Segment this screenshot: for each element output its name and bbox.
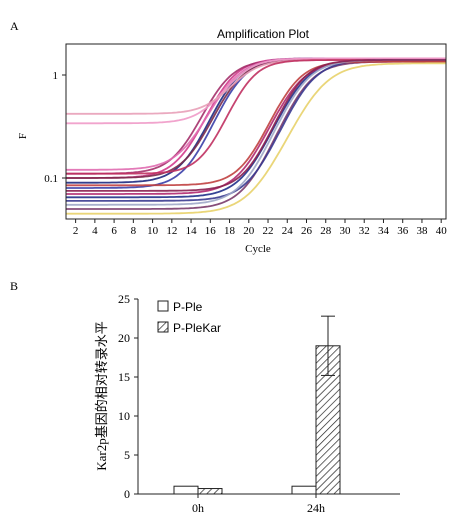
y-tick-label: 5 <box>124 448 130 462</box>
x-axis-ticks-b: 0h 24h <box>192 494 325 515</box>
chart-title: Amplification Plot <box>217 27 310 41</box>
y-tick-label: 15 <box>118 370 130 384</box>
y-axis-ticks-b: 0 5 10 15 20 25 <box>118 292 138 501</box>
legend-swatch <box>157 300 169 312</box>
x-tick-label: 24h <box>307 501 325 515</box>
x-tick-label: 4 <box>92 225 98 237</box>
x-tick-label: 20 <box>243 225 255 237</box>
x-tick-label: 8 <box>131 225 137 237</box>
amplification-curve-14 <box>66 60 446 187</box>
bar-p-ple-24h <box>291 485 317 495</box>
panel-label-a: A <box>10 19 19 33</box>
y-tick-label: 10 <box>118 409 130 423</box>
bars <box>173 315 341 495</box>
x-tick-label: 10 <box>147 225 159 237</box>
legend: P-Ple P-PleKar <box>157 300 221 335</box>
amplification-curve-16 <box>66 62 446 215</box>
y-tick-label: 0.1 <box>44 173 58 185</box>
y-tick-label: 25 <box>118 292 130 306</box>
x-tick-label: 26 <box>301 225 313 237</box>
x-tick-label: 0h <box>192 501 204 515</box>
amplification-curves <box>66 57 446 215</box>
bar-p-ple-0h <box>173 485 199 495</box>
amplification-curve-13 <box>66 59 446 202</box>
x-tick-label: 2 <box>73 225 79 237</box>
legend-swatch <box>157 321 169 333</box>
y-axis-ticks: 0.11 <box>44 70 66 185</box>
x-tick-label: 24 <box>282 225 294 237</box>
x-tick-label: 14 <box>186 225 198 237</box>
x-tick-label: 30 <box>339 225 351 237</box>
x-axis-ticks: 2 4 6 8 10 12 14 16 18 20 22 24 26 28 30 32 34 36 38 40 <box>73 219 447 237</box>
x-tick-label: 12 <box>166 225 177 237</box>
legend-label: P-PleKar <box>173 321 221 335</box>
x-tick-label: 18 <box>224 225 236 237</box>
x-axis-label: Cycle <box>245 243 271 255</box>
amplification-curve-7 <box>66 57 446 125</box>
x-tick-label: 28 <box>320 225 332 237</box>
panel-label-b: B <box>10 279 18 293</box>
bar-p-plekar-0h <box>197 488 223 495</box>
y-axis-label-b: Kar2p基因的相对转录水平 <box>94 321 109 471</box>
y-tick-label: 20 <box>118 331 130 345</box>
x-tick-label: 36 <box>397 225 409 237</box>
x-tick-label: 40 <box>436 225 448 237</box>
plot-frame <box>65 43 447 220</box>
x-tick-label: 16 <box>205 225 217 237</box>
x-tick-label: 32 <box>359 225 370 237</box>
x-tick-label: 38 <box>416 225 428 237</box>
x-tick-label: 34 <box>378 225 390 237</box>
y-tick-label: 0 <box>124 487 130 501</box>
x-tick-label: 6 <box>111 225 117 237</box>
amplification-curve-17 <box>66 59 446 192</box>
plot-border <box>65 43 447 220</box>
x-tick-label: 22 <box>263 225 274 237</box>
amplification-curve-8 <box>66 59 446 115</box>
y-axis-label: F <box>17 133 29 139</box>
amplification-chart: A Amplification Plot F Cycle 2 4 6 8 10 12 14 1… <box>10 19 447 255</box>
legend-label: P-Ple <box>173 300 203 314</box>
y-tick-label: 1 <box>53 70 59 82</box>
bar-plot-axes <box>137 299 400 495</box>
